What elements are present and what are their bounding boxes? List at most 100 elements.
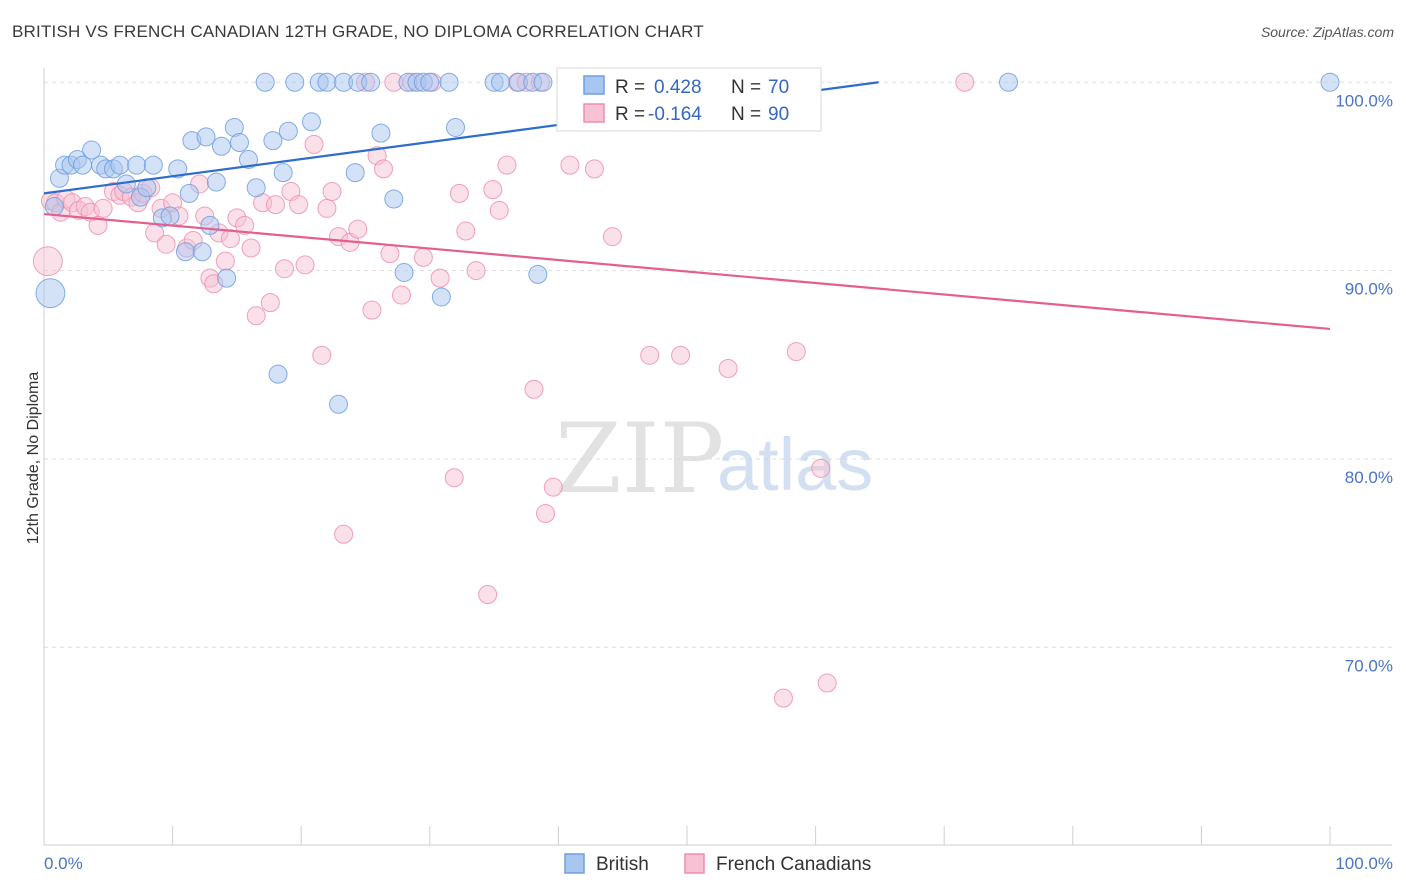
series-legend: British French Canadians	[564, 853, 871, 875]
french-point	[456, 221, 476, 241]
french-point	[543, 477, 563, 497]
french-point	[274, 259, 294, 279]
british-point	[384, 189, 404, 209]
french-point	[718, 359, 738, 379]
french-legend-swatch	[583, 103, 605, 123]
french-series-swatch[interactable]	[684, 853, 705, 874]
british-point	[246, 178, 266, 198]
x-tick-label-min: 0.0%	[44, 854, 83, 873]
french-point	[235, 215, 255, 235]
british-point	[301, 112, 321, 132]
british-point	[528, 264, 548, 284]
y-tick-label-90: 90.0%	[1345, 280, 1393, 299]
french-point	[811, 458, 831, 478]
british-point	[206, 172, 226, 192]
french-point	[449, 183, 469, 203]
french-point	[304, 134, 324, 154]
british-r-value: 0.428	[654, 77, 702, 98]
french-point	[322, 181, 342, 201]
british-point	[328, 394, 348, 414]
french-point	[640, 345, 660, 365]
french-point	[773, 688, 793, 708]
british-point	[82, 140, 102, 160]
british-point	[1320, 72, 1340, 92]
french-point	[524, 379, 544, 399]
french-n-label: N =	[731, 104, 761, 125]
british-series-label[interactable]: British	[596, 854, 649, 875]
british-point	[345, 163, 365, 183]
british-point	[278, 121, 298, 141]
british-n-value: 70	[768, 77, 789, 98]
british-point	[439, 72, 459, 92]
british-point	[431, 287, 451, 307]
watermark-atlas: atlas	[717, 423, 873, 506]
british-r-label: R =	[615, 77, 645, 98]
british-point	[127, 155, 147, 175]
french-point	[289, 195, 309, 215]
british-point	[175, 242, 195, 262]
french-point	[466, 261, 486, 281]
british-point	[420, 72, 440, 92]
british-legend-swatch	[583, 75, 605, 95]
british-n-label: N =	[731, 77, 761, 98]
british-point	[491, 72, 511, 92]
y-tick-label-80: 80.0%	[1345, 468, 1393, 487]
british-point	[200, 215, 220, 235]
french-point	[786, 342, 806, 362]
british-point	[143, 155, 163, 175]
french-point	[489, 200, 509, 220]
french-r-value: -0.164	[648, 104, 702, 125]
french-point	[536, 504, 556, 524]
british-point	[192, 242, 212, 262]
watermark-zip: ZIP	[555, 403, 724, 515]
french-point	[444, 468, 464, 488]
british-point	[179, 183, 199, 203]
french-series-label[interactable]: French Canadians	[716, 854, 871, 875]
french-point	[295, 255, 315, 275]
french-point	[430, 268, 450, 288]
british-point	[446, 117, 466, 137]
source-credit: Source: ZipAtlas.com	[1260, 24, 1394, 40]
british-point	[394, 262, 414, 282]
french-r-label: R =	[615, 104, 645, 125]
british-point	[160, 206, 180, 226]
french-point	[362, 300, 382, 320]
french-point	[241, 238, 261, 258]
french-point	[584, 159, 604, 179]
french-point	[497, 155, 517, 175]
british-point	[35, 278, 66, 309]
british-point	[371, 123, 391, 143]
british-point	[217, 268, 237, 288]
french-point	[817, 673, 837, 693]
french-trend-line	[43, 212, 1331, 331]
french-point	[478, 585, 498, 605]
french-point	[260, 293, 280, 313]
british-point	[44, 197, 64, 217]
british-point	[999, 72, 1018, 92]
british-series-swatch[interactable]	[564, 853, 585, 874]
french-point	[246, 306, 266, 326]
french-point	[93, 198, 113, 218]
y-tick-label-100: 100.0%	[1335, 91, 1393, 110]
french-point	[334, 524, 354, 544]
british-point	[196, 127, 216, 147]
british-point	[168, 159, 188, 179]
french-point	[392, 285, 412, 305]
french-n-value: 90	[768, 104, 789, 125]
french-point	[380, 244, 400, 264]
french-point	[483, 180, 503, 200]
british-point	[238, 149, 258, 169]
british-point	[211, 136, 231, 156]
french-point	[156, 234, 176, 254]
axis-labels: 70.0% 80.0% 90.0% 100.0% 0.0% 100.0%	[44, 91, 1393, 873]
french-point	[348, 219, 368, 239]
british-point	[255, 72, 275, 92]
french-point	[671, 345, 691, 365]
british-point	[317, 72, 337, 92]
x-tick-label-max: 100.0%	[1335, 854, 1393, 873]
british-point	[273, 163, 293, 183]
french-point	[602, 227, 622, 247]
french-point	[955, 72, 975, 92]
british-point	[268, 364, 288, 384]
